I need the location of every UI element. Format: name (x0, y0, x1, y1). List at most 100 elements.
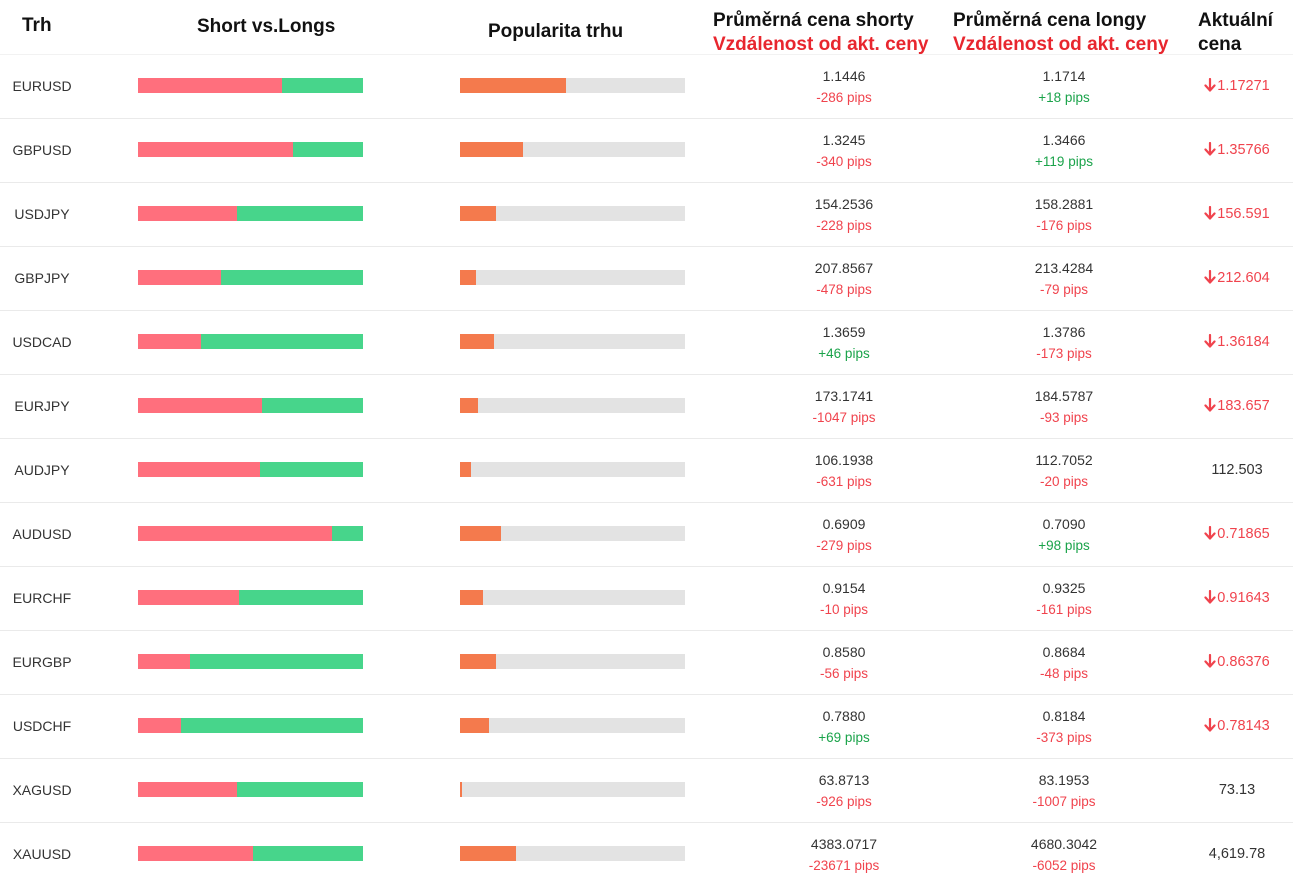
long-distance-pips: -1007 pips (1032, 794, 1096, 809)
table-row[interactable]: EURJPY 173.1741 -1047 pips 184.5787 -93 … (0, 375, 1293, 439)
short-average-cell: 1.1446 -286 pips (764, 65, 924, 109)
short-average-cell: 154.2536 -228 pips (764, 193, 924, 237)
short-segment (138, 462, 260, 477)
arrow-down-icon (1204, 526, 1216, 540)
long-distance-pips: -79 pips (1039, 282, 1089, 297)
header-long-average-label: Průměrná cena longy (953, 10, 1147, 31)
market-symbol[interactable]: EURCHF (12, 590, 72, 606)
popularity-fill (460, 78, 566, 93)
current-price: 4,619.78 (1208, 846, 1266, 862)
short-segment (138, 78, 282, 93)
short-average-cell: 4383.0717 -23671 pips (764, 833, 924, 877)
header-short-vs-longs[interactable]: Short vs.Longs (197, 16, 336, 37)
market-symbol[interactable]: XAGUSD (12, 782, 72, 798)
table-row[interactable]: AUDJPY 106.1938 -631 pips 112.7052 -20 p… (0, 439, 1293, 503)
short-vs-long-bar[interactable] (138, 142, 363, 157)
table-row[interactable]: XAUUSD 4383.0717 -23671 pips 4680.3042 -… (0, 823, 1293, 886)
long-segment (221, 270, 363, 285)
table-row[interactable]: EURUSD 1.1446 -286 pips 1.1714 +18 pips … (0, 54, 1293, 119)
short-vs-long-bar[interactable] (138, 590, 363, 605)
market-symbol[interactable]: GBPUSD (12, 142, 72, 158)
short-segment (138, 142, 294, 157)
short-average-price: 1.3245 (822, 132, 866, 148)
short-segment (138, 206, 237, 221)
table-row[interactable]: EURGBP 0.8580 -56 pips 0.8684 -48 pips 0… (0, 631, 1293, 695)
header-current-price[interactable]: Aktuální cena (1198, 9, 1273, 57)
header-market[interactable]: Trh (22, 15, 52, 36)
current-price-cell: 0.91643 (1182, 567, 1292, 630)
long-distance-pips: -6052 pips (1032, 858, 1096, 873)
arrow-down-icon (1204, 654, 1216, 668)
short-average-price: 0.6909 (822, 516, 866, 532)
table-header: Trh Short vs.Longs Popularita trhu Průmě… (0, 0, 1293, 57)
popularity-bar[interactable] (460, 78, 685, 93)
market-symbol[interactable]: EURUSD (12, 78, 72, 94)
current-price-cell: 112.503 (1182, 439, 1292, 502)
popularity-bar[interactable] (460, 590, 685, 605)
table-row[interactable]: EURCHF 0.9154 -10 pips 0.9325 -161 pips … (0, 567, 1293, 631)
table-row[interactable]: GBPUSD 1.3245 -340 pips 1.3466 +119 pips… (0, 119, 1293, 183)
long-average-price: 0.9325 (1042, 580, 1086, 596)
current-price: 112.503 (1211, 462, 1263, 478)
popularity-bar[interactable] (460, 270, 685, 285)
short-vs-long-bar[interactable] (138, 718, 363, 733)
popularity-bar[interactable] (460, 526, 685, 541)
popularity-fill (460, 846, 517, 861)
popularity-fill (460, 782, 463, 797)
market-symbol[interactable]: AUDJPY (14, 462, 70, 478)
popularity-bar[interactable] (460, 398, 685, 413)
current-price-cell: 156.591 (1182, 183, 1292, 246)
popularity-bar[interactable] (460, 142, 685, 157)
popularity-bar[interactable] (460, 654, 685, 669)
short-vs-long-bar[interactable] (138, 654, 363, 669)
header-long-average[interactable]: Průměrná cena longy Vzdálenost od akt. c… (953, 9, 1168, 57)
market-symbol[interactable]: USDCHF (12, 718, 72, 734)
short-vs-long-bar[interactable] (138, 398, 363, 413)
short-vs-long-bar[interactable] (138, 206, 363, 221)
popularity-bar[interactable] (460, 334, 685, 349)
table-row[interactable]: GBPJPY 207.8567 -478 pips 213.4284 -79 p… (0, 247, 1293, 311)
market-symbol[interactable]: GBPJPY (14, 270, 70, 286)
table-row[interactable]: AUDUSD 0.6909 -279 pips 0.7090 +98 pips … (0, 503, 1293, 567)
short-vs-long-bar[interactable] (138, 846, 363, 861)
popularity-bar[interactable] (460, 462, 685, 477)
current-price-cell: 0.78143 (1182, 695, 1292, 758)
table-row[interactable]: USDCHF 0.7880 +69 pips 0.8184 -373 pips … (0, 695, 1293, 759)
short-vs-long-bar[interactable] (138, 526, 363, 541)
market-symbol[interactable]: XAUUSD (12, 846, 72, 862)
short-vs-long-bar[interactable] (138, 782, 363, 797)
popularity-fill (460, 590, 483, 605)
short-vs-long-bar[interactable] (138, 334, 363, 349)
short-vs-long-bar[interactable] (138, 270, 363, 285)
long-distance-pips: +119 pips (1035, 154, 1093, 169)
header-popularity[interactable]: Popularita trhu (488, 21, 624, 42)
table-row[interactable]: XAGUSD 63.8713 -926 pips 83.1953 -1007 p… (0, 759, 1293, 823)
header-short-average[interactable]: Průměrná cena shorty Vzdálenost od akt. … (713, 9, 928, 57)
market-symbol[interactable]: AUDUSD (12, 526, 72, 542)
long-average-price: 1.3466 (1042, 132, 1086, 148)
popularity-bar[interactable] (460, 846, 685, 861)
short-average-price: 154.2536 (814, 196, 874, 212)
market-symbol[interactable]: USDCAD (12, 334, 72, 350)
current-price: 0.78143 (1217, 718, 1270, 734)
long-average-cell: 1.3466 +119 pips (984, 129, 1144, 173)
short-vs-long-bar[interactable] (138, 462, 363, 477)
short-average-cell: 0.7880 +69 pips (764, 705, 924, 749)
market-symbol[interactable]: EURJPY (14, 398, 70, 414)
current-price-cell: 0.86376 (1182, 631, 1292, 694)
short-distance-pips: -23671 pips (808, 858, 880, 873)
market-symbol[interactable]: EURGBP (12, 654, 72, 670)
short-segment (138, 334, 201, 349)
popularity-bar[interactable] (460, 718, 685, 733)
short-average-cell: 63.8713 -926 pips (764, 769, 924, 813)
short-vs-long-bar[interactable] (138, 78, 363, 93)
popularity-fill (460, 654, 496, 669)
table-row[interactable]: USDJPY 154.2536 -228 pips 158.2881 -176 … (0, 183, 1293, 247)
popularity-bar[interactable] (460, 782, 685, 797)
popularity-bar[interactable] (460, 206, 685, 221)
market-symbol[interactable]: USDJPY (14, 206, 70, 222)
short-segment (138, 526, 332, 541)
current-price: 1.36184 (1217, 334, 1270, 350)
table-row[interactable]: USDCAD 1.3659 +46 pips 1.3786 -173 pips … (0, 311, 1293, 375)
current-price: 0.71865 (1217, 526, 1270, 542)
